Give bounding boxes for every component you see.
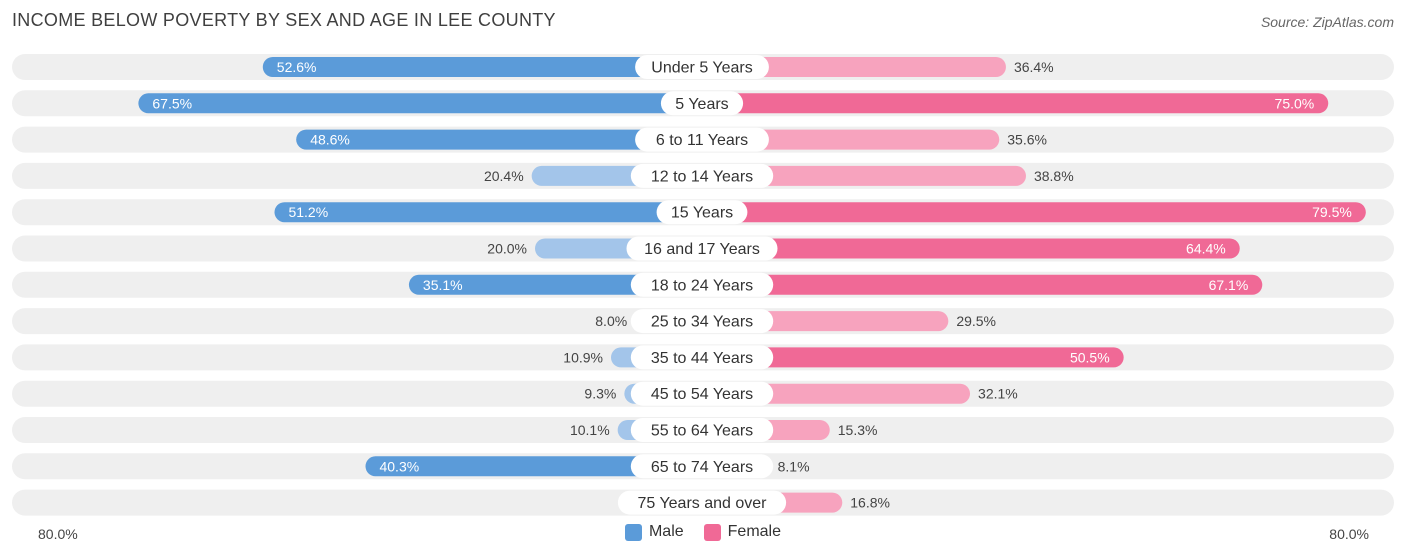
female-value-label: 38.8% <box>1034 168 1074 184</box>
female-bar <box>702 93 1329 114</box>
male-value-label: 40.3% <box>379 458 419 474</box>
category-label: 16 and 17 Years <box>644 241 760 258</box>
female-bar <box>702 165 1026 186</box>
male-value-label: 20.0% <box>487 241 527 257</box>
male-bar <box>365 456 702 477</box>
category-pill <box>635 55 769 79</box>
female-value-label: 79.5% <box>1312 204 1352 220</box>
female-bar <box>702 202 1366 223</box>
category-pill <box>656 200 748 225</box>
male-bar <box>296 129 702 150</box>
female-bar <box>702 238 1240 259</box>
legend-item-female[interactable]: Female <box>703 523 782 541</box>
female-value-label: 15.3% <box>838 422 878 438</box>
category-pill <box>630 418 774 442</box>
category-pill <box>630 163 774 188</box>
male-bar <box>262 57 702 77</box>
female-bar <box>702 347 1124 368</box>
category-pill <box>630 309 774 334</box>
female-value-label: 36.4% <box>1014 59 1054 75</box>
source-label: Source: ZipAtlas.com <box>1260 14 1394 30</box>
male-value-label: 8.0% <box>595 313 627 329</box>
category-label: 35 to 44 Years <box>651 350 753 367</box>
chart-title: INCOME BELOW POVERTY BY SEX AND AGE IN L… <box>12 10 556 30</box>
chart-area: 52.6% 36.4% Under 5 Years 67.5% 75.0% 5 Years… <box>12 54 1394 516</box>
category-label: 45 to 54 Years <box>651 386 753 403</box>
category-pill <box>626 236 778 261</box>
female-bar <box>702 274 1263 295</box>
category-label: 75 Years and over <box>638 495 768 512</box>
female-bar <box>702 129 1000 150</box>
female-value-label: 8.1% <box>778 458 810 474</box>
category-label: 55 to 64 Years <box>651 423 753 440</box>
legend-label-male: Male <box>648 523 684 540</box>
category-label: Under 5 Years <box>651 60 752 77</box>
legend-swatch-female <box>703 523 721 541</box>
female-value-label: 67.1% <box>1209 277 1249 293</box>
female-value-label: 35.6% <box>1007 132 1047 148</box>
category-label: 25 to 34 Years <box>651 314 753 331</box>
legend-label-female: Female <box>727 523 782 540</box>
category-pill <box>630 272 774 297</box>
male-value-label: 20.4% <box>484 168 524 184</box>
female-value-label: 64.4% <box>1186 241 1226 257</box>
female-value-label: 32.1% <box>978 386 1018 402</box>
axis-left-label: 80.0% <box>38 526 78 542</box>
category-pill <box>617 490 787 515</box>
category-pill <box>630 345 774 370</box>
category-label: 12 to 14 Years <box>651 168 753 185</box>
female-value-label: 50.5% <box>1070 349 1110 365</box>
legend: Male Female <box>0 523 1406 541</box>
female-value-label: 16.8% <box>850 495 890 511</box>
category-label: 18 to 24 Years <box>651 277 753 294</box>
male-bar <box>274 202 702 223</box>
legend-item-male[interactable]: Male <box>624 523 684 541</box>
male-value-label: 9.3% <box>584 386 616 402</box>
male-value-label: 67.5% <box>152 95 192 111</box>
category-label: 6 to 11 Years <box>656 132 748 149</box>
male-value-label: 10.9% <box>563 349 603 365</box>
female-value-label: 75.0% <box>1275 95 1315 111</box>
category-pill <box>635 127 769 152</box>
male-value-label: 52.6% <box>277 59 317 75</box>
category-label: 5 Years <box>675 96 728 113</box>
male-bar <box>408 274 702 295</box>
female-bar <box>702 57 1006 77</box>
male-bar <box>138 93 702 114</box>
axis-right-label: 80.0% <box>1329 526 1369 542</box>
male-value-label: 51.2% <box>288 204 328 220</box>
female-value-label: 29.5% <box>956 313 996 329</box>
male-value-label: 35.1% <box>423 277 463 293</box>
category-label: 15 Years <box>671 205 733 222</box>
category-pill <box>630 454 774 479</box>
category-pill <box>660 91 744 116</box>
legend-swatch-male <box>624 523 642 541</box>
male-value-label: 48.6% <box>310 132 350 148</box>
male-value-label: 10.1% <box>570 422 610 438</box>
category-label: 65 to 74 Years <box>651 459 753 476</box>
category-pill <box>630 381 774 406</box>
